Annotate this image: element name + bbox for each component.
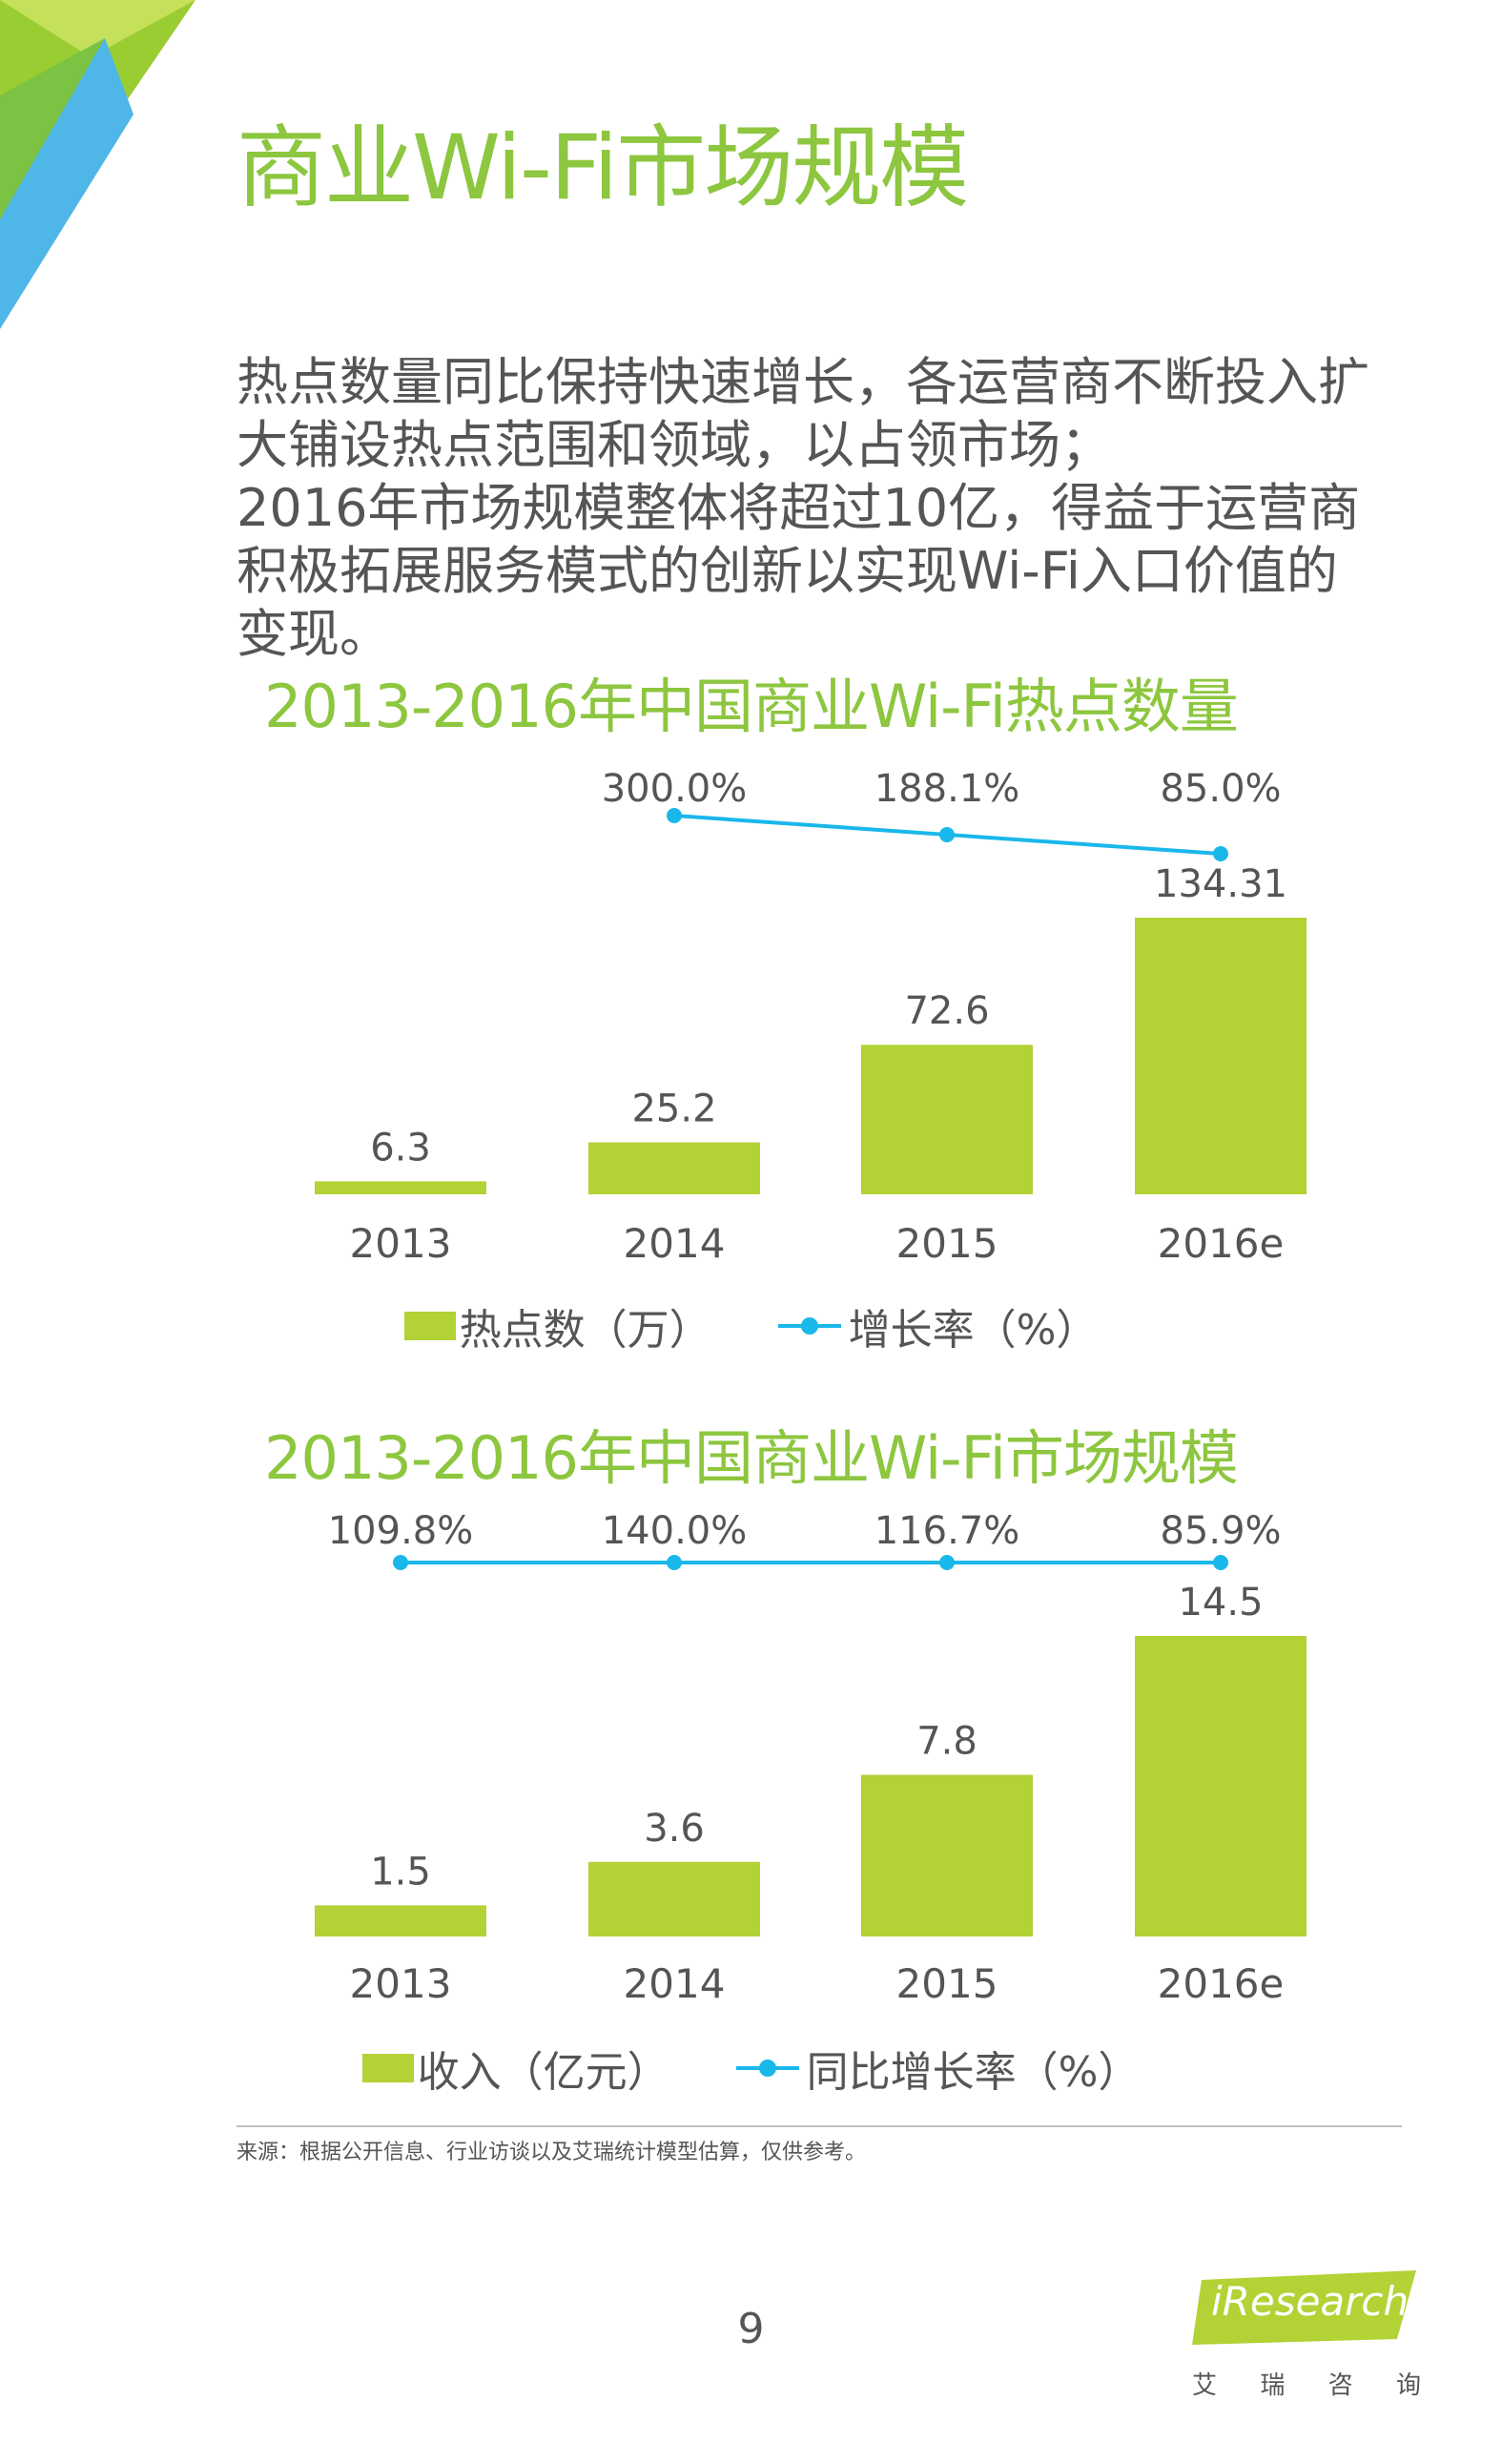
logo-cn-char: 艾 [1192,2371,1218,2400]
category-label: 2016e [1158,1220,1285,1267]
legend-label: 同比增长率（%） [806,2048,1141,2097]
bar-value-label: 72.6 [904,989,989,1033]
intro-line: 变现。 [237,604,391,664]
legend-swatch-bar [403,1312,456,1340]
growth-point [1213,1555,1228,1570]
intro-line: 积极拓展服务模式的创新以实现Wi-Fi入口价值的 [237,541,1338,601]
legend-label: 收入（亿元） [417,2048,669,2097]
bar [1135,918,1307,1194]
bar [861,1045,1033,1194]
category-label: 2015 [896,1960,998,2007]
category-label: 2013 [350,1960,452,2007]
legend-item-line: 同比增长率（%） [735,2038,1141,2099]
bar [1135,1636,1307,1936]
growth-point [393,1555,408,1570]
legend-item-bar: 收入（亿元） [361,2038,669,2099]
bar-value-label: 6.3 [370,1126,431,1170]
bar-value-label: 3.6 [644,1807,705,1851]
growth-value-label: 85.0% [1160,767,1281,811]
legend-swatch-line [777,1312,841,1340]
growth-point [667,808,682,823]
logo-cn-char: 瑞 [1260,2371,1286,2400]
chart-1: 6.3 2013 25.2 2014 72.6 2015 134.31 2016e 300.0%… [315,767,1307,1267]
category-label: 2014 [624,1220,726,1267]
legend-label: 增长率（%） [848,1306,1099,1355]
chart-2-title: 2013-2016年中国商业Wi-Fi市场规模 [264,1423,1239,1493]
corner-decoration [0,0,195,329]
logo-cn-char: 咨 [1327,2371,1353,2400]
growth-point [939,1555,955,1570]
growth-point [1213,846,1228,861]
intro-text: 热点数量同比保持快速增长，各运营商不断投入扩 大铺设热点范围和领域，以占领市场；… [237,351,1419,666]
source-divider [237,2125,1402,2127]
category-label: 2013 [350,1220,452,1267]
bar-value-label: 14.5 [1178,1581,1263,1625]
growth-value-label: 188.1% [874,767,1020,811]
chart-1-title: 2013-2016年中国商业Wi-Fi热点数量 [264,672,1239,741]
logo-badge [1192,2270,1416,2345]
category-label: 2016e [1158,1960,1285,2007]
growth-value-label: 109.8% [328,1509,474,1553]
bar [588,1142,760,1194]
legend-item-bar: 热点数（万） [403,1295,711,1356]
bar-value-label: 1.5 [370,1850,431,1894]
growth-value-label: 116.7% [874,1509,1020,1553]
category-label: 2015 [896,1220,998,1267]
intro-line: 大铺设热点范围和领域，以占领市场； [237,415,1112,475]
growth-point [939,827,955,842]
legend-swatch-line [735,2054,799,2082]
bar-value-label: 134.31 [1154,862,1287,906]
logo-text: iResearch [1211,2278,1409,2325]
bar-value-label: 25.2 [631,1087,716,1131]
intro-line: 2016年市场规模整体将超过10亿，得益于运营商 [237,478,1361,538]
legend-item-line: 增长率（%） [777,1295,1099,1356]
category-label: 2014 [624,1960,726,2007]
growth-value-label: 300.0% [602,767,748,811]
logo-cn: 艾 瑞 咨 询 [1192,2366,1421,2401]
bar [861,1774,1033,1936]
bar [315,1905,486,1936]
bar [588,1861,760,1936]
chart-1-legend: 热点数（万） 增长率（%） [0,1295,1502,1356]
page-number: 9 [737,2305,765,2353]
iresearch-logo: iResearch 艾 瑞 咨 询 [1192,2270,1421,2413]
legend-swatch-bar [361,2054,414,2082]
chart-2: 1.5 2013 3.6 2014 7.8 2015 14.5 2016e 109.8% 140.… [315,1509,1307,2007]
logo-cn-char: 询 [1395,2371,1421,2400]
legend-label: 热点数（万） [459,1306,711,1355]
source-note: 来源：根据公开信息、行业访谈以及艾瑞统计模型估算，仅供参考。 [237,2141,867,2164]
growth-point [667,1555,682,1570]
page-title: 商业Wi-Fi市场规模 [237,116,969,220]
bar [315,1181,486,1194]
bar-value-label: 7.8 [916,1720,977,1764]
growth-value-label: 140.0% [602,1509,748,1553]
growth-value-label: 85.9% [1160,1509,1281,1553]
chart-2-legend: 收入（亿元） 同比增长率（%） [0,2038,1502,2099]
intro-line: 热点数量同比保持快速增长，各运营商不断投入扩 [237,352,1369,412]
